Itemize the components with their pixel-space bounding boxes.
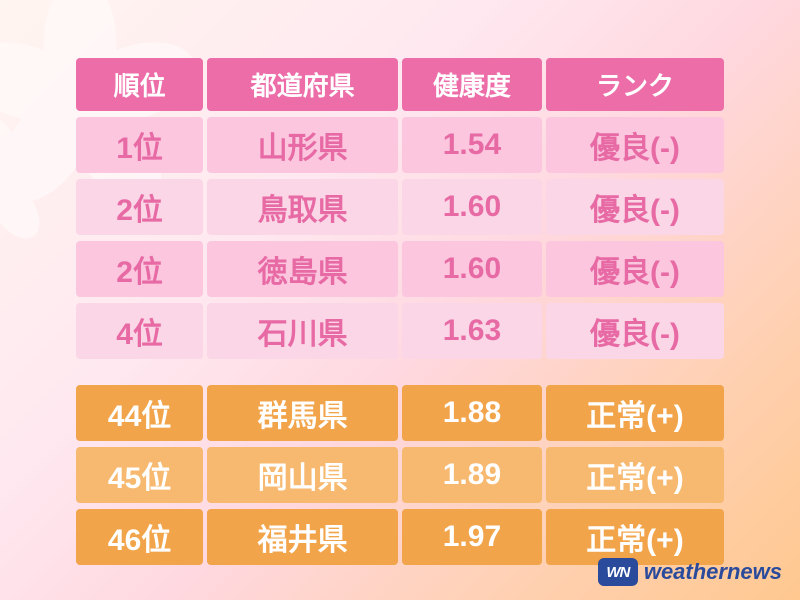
cell-grade: 正常(+)	[546, 385, 724, 441]
section-spacer	[76, 365, 724, 379]
cell-grade: 優良(-)	[546, 241, 724, 297]
cell-grade: 正常(+)	[546, 509, 724, 565]
cell-pref: 山形県	[207, 117, 398, 173]
cell-pref: 福井県	[207, 509, 398, 565]
table-row: 1位山形県1.54優良(-)	[76, 117, 724, 173]
cell-rank: 45位	[76, 447, 203, 503]
cell-grade: 優良(-)	[546, 303, 724, 359]
table-row: 45位岡山県1.89正常(+)	[76, 447, 724, 503]
cell-score: 1.97	[402, 509, 542, 565]
cell-pref: 鳥取県	[207, 179, 398, 235]
cell-rank: 4位	[76, 303, 203, 359]
weathernews-logo: WN weathernews	[598, 558, 782, 586]
col-pref: 都道府県	[207, 58, 398, 111]
col-grade: ランク	[546, 58, 724, 111]
cell-pref: 石川県	[207, 303, 398, 359]
cell-grade: 優良(-)	[546, 117, 724, 173]
table-row: 44位群馬県1.88正常(+)	[76, 385, 724, 441]
ranking-table: 順位 都道府県 健康度 ランク 1位山形県1.54優良(-)2位鳥取県1.60優…	[72, 52, 728, 571]
cell-grade: 優良(-)	[546, 179, 724, 235]
ranking-table-container: 順位 都道府県 健康度 ランク 1位山形県1.54優良(-)2位鳥取県1.60優…	[0, 0, 800, 571]
cell-pref: 群馬県	[207, 385, 398, 441]
cell-score: 1.89	[402, 447, 542, 503]
table-row: 2位鳥取県1.60優良(-)	[76, 179, 724, 235]
cell-rank: 2位	[76, 241, 203, 297]
logo-text: weathernews	[644, 559, 782, 585]
cell-score: 1.54	[402, 117, 542, 173]
col-rank: 順位	[76, 58, 203, 111]
table-header-row: 順位 都道府県 健康度 ランク	[76, 58, 724, 111]
table-row: 46位福井県1.97正常(+)	[76, 509, 724, 565]
cell-pref: 岡山県	[207, 447, 398, 503]
table-row: 4位石川県1.63優良(-)	[76, 303, 724, 359]
cell-pref: 徳島県	[207, 241, 398, 297]
cell-rank: 46位	[76, 509, 203, 565]
table-row: 2位徳島県1.60優良(-)	[76, 241, 724, 297]
cell-score: 1.60	[402, 179, 542, 235]
cell-score: 1.60	[402, 241, 542, 297]
cell-rank: 2位	[76, 179, 203, 235]
cell-score: 1.88	[402, 385, 542, 441]
col-score: 健康度	[402, 58, 542, 111]
logo-mark: WN	[598, 558, 638, 586]
cell-grade: 正常(+)	[546, 447, 724, 503]
cell-rank: 1位	[76, 117, 203, 173]
cell-rank: 44位	[76, 385, 203, 441]
cell-score: 1.63	[402, 303, 542, 359]
